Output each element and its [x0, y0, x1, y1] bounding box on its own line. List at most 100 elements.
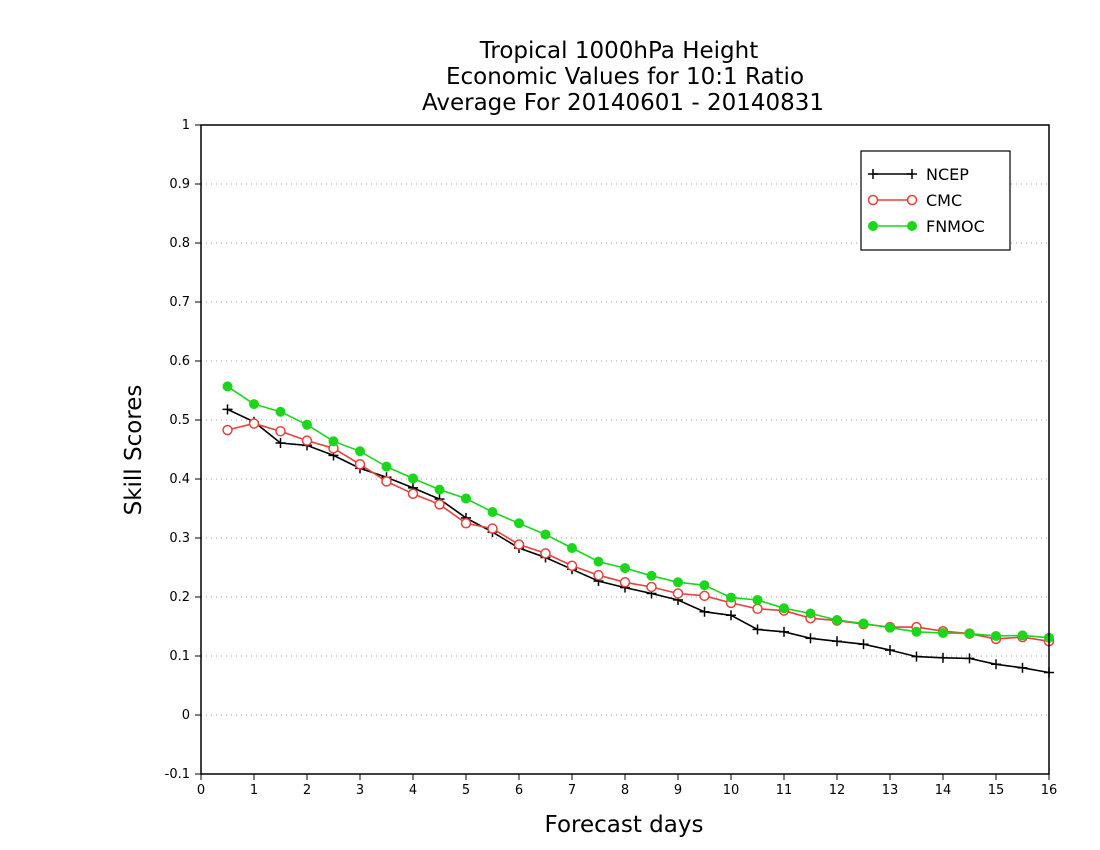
point-fnmoc: [858, 618, 869, 629]
y-tick-label: 1: [182, 118, 190, 133]
x-tick-label: 6: [515, 783, 523, 798]
point-fnmoc: [620, 563, 630, 574]
x-tick-label: 0: [197, 783, 205, 798]
point-cmc: [566, 560, 578, 571]
legend-marker-cmc: [906, 194, 918, 206]
series-ncep: [222, 404, 1054, 678]
point-fnmoc: [222, 381, 233, 392]
y-tick-label: 0.3: [169, 531, 190, 546]
y-tick-label: 0: [182, 708, 190, 723]
point-cmc: [619, 577, 631, 588]
point-fnmoc: [567, 543, 577, 554]
x-tick-label: 3: [356, 783, 364, 798]
series-line-fnmoc: [227, 385, 1050, 639]
y-tick-label: 0.6: [169, 354, 190, 369]
x-tick-label: 2: [303, 783, 311, 798]
point-fnmoc: [302, 419, 312, 430]
x-tick-label: 9: [674, 783, 682, 798]
point-cmc: [381, 476, 392, 487]
point-fnmoc: [726, 592, 736, 603]
series-line-ncep: [227, 408, 1050, 674]
point-cmc: [434, 499, 445, 510]
point-cmc: [487, 523, 498, 534]
x-axis-title: Forecast days: [545, 812, 704, 838]
legend-label-ncep: NCEP: [926, 165, 969, 184]
legend-marker-fnmoc: [868, 221, 878, 231]
point-fnmoc: [805, 608, 816, 619]
plot-series: [222, 381, 1055, 678]
y-tick-label: 0.4: [169, 472, 190, 487]
point-fnmoc: [514, 518, 524, 529]
series-fnmoc: [222, 381, 1054, 643]
point-fnmoc: [408, 473, 418, 484]
x-tick-label: 4: [409, 783, 417, 798]
point-cmc: [354, 459, 366, 470]
x-tick-label: 10: [723, 783, 740, 798]
point-cmc: [513, 539, 525, 550]
gridlines: [201, 183, 1049, 716]
x-tick-label: 8: [621, 783, 629, 798]
chart-title: Tropical 1000hPa Height Economic Values …: [422, 38, 824, 116]
y-tick-label: 0.2: [169, 590, 190, 605]
point-fnmoc: [487, 507, 498, 518]
point-cmc: [699, 590, 710, 602]
point-fnmoc: [938, 627, 948, 638]
point-cmc: [672, 588, 684, 599]
y-tick-label: 0.7: [169, 295, 190, 310]
legend: NCEP CMC FNMOC: [860, 150, 1011, 251]
point-fnmoc: [991, 630, 1001, 641]
point-fnmoc: [461, 493, 471, 504]
x-tick-label: 11: [776, 783, 793, 798]
legend-marker-fnmoc: [907, 221, 917, 231]
x-tick-label: 13: [882, 783, 899, 798]
x-tick-label: 1: [250, 783, 258, 798]
chart-title-line-3: Average For 20140601 - 20140831: [422, 90, 824, 116]
point-fnmoc: [646, 570, 657, 581]
point-fnmoc: [885, 622, 895, 633]
point-fnmoc: [275, 406, 286, 417]
point-fnmoc: [593, 556, 604, 567]
point-cmc: [222, 424, 233, 436]
axis-ticks: -0.100.10.20.30.40.50.60.70.80.910 1 2 3 4 5 6…: [165, 118, 1058, 798]
x-tick-label: 15: [988, 783, 1005, 798]
legend-marker-cmc: [867, 194, 879, 206]
point-fnmoc: [832, 615, 842, 626]
x-tick-label: 7: [568, 783, 576, 798]
point-fnmoc: [249, 399, 259, 410]
point-fnmoc: [752, 594, 763, 605]
y-tick-label: 0.9: [169, 177, 190, 192]
point-fnmoc: [673, 577, 683, 588]
point-fnmoc: [779, 603, 789, 614]
chart-title-line-2: Economic Values for 10:1 Ratio: [446, 64, 804, 90]
y-tick-label: 0.5: [169, 413, 190, 428]
point-cmc: [275, 425, 286, 437]
point-cmc: [407, 488, 419, 499]
chart-title-line-1: Tropical 1000hPa Height: [479, 38, 759, 64]
point-cmc: [540, 548, 551, 559]
legend-label-fnmoc: FNMOC: [926, 217, 985, 236]
x-tick-label: 14: [935, 783, 952, 798]
x-tick-label: 16: [1041, 783, 1058, 798]
point-fnmoc: [434, 484, 445, 495]
x-tick-label: 5: [462, 783, 470, 798]
series-cmc: [222, 418, 1055, 647]
point-cmc: [248, 418, 260, 429]
y-tick-label: -0.1: [165, 767, 190, 782]
point-fnmoc: [1017, 630, 1028, 641]
series-line-cmc: [227, 422, 1050, 643]
point-fnmoc: [355, 446, 365, 457]
legend-label-cmc: CMC: [926, 191, 962, 210]
point-fnmoc: [540, 529, 551, 540]
point-cmc: [301, 435, 313, 446]
y-axis-title: Skill Scores: [121, 385, 147, 516]
y-tick-label: 0.8: [169, 236, 190, 251]
point-fnmoc: [328, 436, 339, 447]
point-fnmoc: [699, 580, 710, 591]
y-tick-label: 0.1: [169, 649, 190, 664]
point-cmc: [460, 518, 472, 529]
point-cmc: [752, 603, 763, 615]
point-fnmoc: [911, 626, 922, 637]
point-cmc: [593, 569, 604, 581]
point-fnmoc: [964, 628, 975, 639]
